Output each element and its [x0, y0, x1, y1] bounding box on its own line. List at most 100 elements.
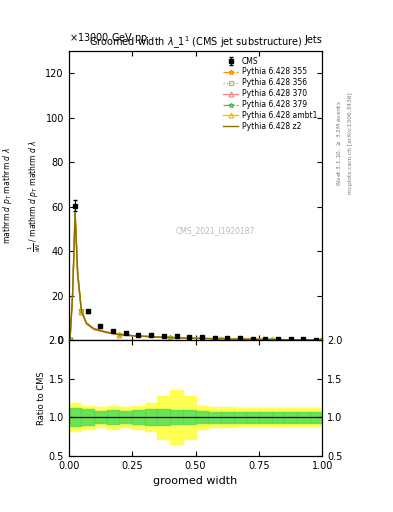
Pythia 6.428 z2: [206, 335, 211, 342]
Line: Pythia 6.428 355: Pythia 6.428 355: [68, 211, 325, 343]
Pythia 6.428 370: [219, 336, 223, 342]
Pythia 6.428 370: [75, 274, 80, 280]
Pythia 6.428 356: [180, 335, 185, 341]
Text: Rivet 3.1.10, $\geq$ 3.2M events: Rivet 3.1.10, $\geq$ 3.2M events: [336, 100, 343, 186]
Pythia 6.428 356: [193, 335, 198, 342]
Pythia 6.428 ambt1: [84, 320, 89, 326]
Pythia 6.428 379: [269, 336, 274, 343]
Pythia 6.428 z2: [231, 336, 236, 342]
Pythia 6.428 355: [219, 336, 223, 342]
Pythia 6.428 379: [117, 331, 122, 337]
Pythia 6.428 356: [168, 334, 173, 340]
Pythia 6.428 370: [180, 335, 185, 341]
Pythia 6.428 ambt1: [295, 337, 299, 343]
Pythia 6.428 ambt1: [193, 335, 198, 342]
Pythia 6.428 370: [257, 336, 261, 343]
Pythia 6.428 370: [295, 337, 299, 343]
Y-axis label: mathrm $d^2$N
mathrm $d$ $p_T$ mathrm $d$ $\lambda$

$\frac{1}{\mathrm{d}N}$ / m: mathrm $d^2$N mathrm $d$ $p_T$ mathrm $d…: [0, 139, 42, 252]
Pythia 6.428 ambt1: [206, 335, 211, 342]
Pythia 6.428 z2: [105, 329, 109, 335]
Pythia 6.428 379: [320, 337, 325, 343]
Pythia 6.428 370: [206, 335, 211, 342]
Pythia 6.428 355: [92, 326, 97, 332]
Text: mcplots.cern.ch [arXiv:1306.3436]: mcplots.cern.ch [arXiv:1306.3436]: [348, 93, 353, 194]
Pythia 6.428 ambt1: [155, 334, 160, 340]
Pythia 6.428 ambt1: [269, 336, 274, 343]
Pythia 6.428 z2: [282, 336, 286, 343]
Pythia 6.428 379: [219, 336, 223, 342]
Text: Jets: Jets: [305, 35, 322, 45]
Y-axis label: Ratio to CMS: Ratio to CMS: [37, 371, 46, 425]
Pythia 6.428 355: [231, 336, 236, 342]
Pythia 6.428 355: [206, 335, 211, 342]
Pythia 6.428 355: [105, 329, 109, 335]
Pythia 6.428 370: [70, 294, 75, 300]
Pythia 6.428 ambt1: [168, 334, 173, 340]
Pythia 6.428 355: [73, 210, 77, 217]
Pythia 6.428 379: [180, 335, 185, 341]
Pythia 6.428 370: [282, 337, 286, 343]
Pythia 6.428 z2: [244, 336, 249, 343]
Pythia 6.428 379: [155, 334, 160, 340]
Line: Pythia 6.428 379: Pythia 6.428 379: [68, 208, 325, 343]
Pythia 6.428 356: [269, 336, 274, 343]
Line: Pythia 6.428 370: Pythia 6.428 370: [68, 215, 325, 343]
Pythia 6.428 ambt1: [231, 336, 236, 342]
Line: Pythia 6.428 ambt1: Pythia 6.428 ambt1: [68, 210, 325, 343]
Pythia 6.428 379: [307, 337, 312, 343]
Pythia 6.428 356: [155, 334, 160, 340]
Pythia 6.428 370: [105, 330, 109, 336]
Pythia 6.428 356: [143, 333, 147, 339]
Pythia 6.428 z2: [193, 335, 198, 342]
Pythia 6.428 355: [307, 337, 312, 343]
Pythia 6.428 379: [257, 336, 261, 343]
Pythia 6.428 379: [295, 336, 299, 343]
Pythia 6.428 ambt1: [180, 335, 185, 341]
Pythia 6.428 379: [73, 207, 77, 213]
Pythia 6.428 355: [143, 333, 147, 339]
Pythia 6.428 370: [231, 336, 236, 342]
Pythia 6.428 355: [257, 336, 261, 343]
Pythia 6.428 355: [269, 336, 274, 343]
Pythia 6.428 z2: [70, 292, 75, 298]
Pythia 6.428 370: [155, 334, 160, 340]
Pythia 6.428 379: [244, 336, 249, 342]
Pythia 6.428 379: [193, 335, 198, 341]
Pythia 6.428 379: [105, 329, 109, 335]
Pythia 6.428 z2: [295, 337, 299, 343]
Pythia 6.428 ambt1: [130, 332, 134, 338]
Pythia 6.428 z2: [75, 270, 80, 276]
Pythia 6.428 355: [75, 270, 80, 276]
Pythia 6.428 379: [143, 333, 147, 339]
Text: $\times$13000 GeV pp: $\times$13000 GeV pp: [69, 31, 148, 45]
Pythia 6.428 379: [70, 290, 75, 296]
Pythia 6.428 356: [231, 336, 236, 342]
Pythia 6.428 z2: [257, 336, 261, 343]
Pythia 6.428 379: [75, 268, 80, 274]
Legend: CMS, Pythia 6.428 355, Pythia 6.428 356, Pythia 6.428 370, Pythia 6.428 379, Pyt: CMS, Pythia 6.428 355, Pythia 6.428 356,…: [222, 55, 318, 133]
Pythia 6.428 ambt1: [244, 336, 249, 342]
Pythia 6.428 ambt1: [92, 326, 97, 332]
Pythia 6.428 370: [193, 335, 198, 342]
Pythia 6.428 356: [295, 337, 299, 343]
Pythia 6.428 ambt1: [257, 336, 261, 343]
Pythia 6.428 356: [117, 332, 122, 338]
Pythia 6.428 z2: [84, 321, 89, 327]
Pythia 6.428 370: [143, 333, 147, 339]
Pythia 6.428 356: [282, 336, 286, 343]
Pythia 6.428 ambt1: [307, 337, 312, 343]
Pythia 6.428 z2: [79, 308, 84, 314]
Pythia 6.428 370: [117, 332, 122, 338]
Pythia 6.428 370: [168, 335, 173, 341]
Pythia 6.428 ambt1: [282, 336, 286, 343]
Title: Groomed width $\lambda\_1^1$ (CMS jet substructure): Groomed width $\lambda\_1^1$ (CMS jet su…: [89, 35, 302, 51]
Pythia 6.428 356: [68, 336, 72, 342]
Pythia 6.428 ambt1: [219, 336, 223, 342]
Pythia 6.428 355: [193, 335, 198, 342]
Pythia 6.428 370: [92, 327, 97, 333]
Pythia 6.428 356: [75, 271, 80, 278]
Pythia 6.428 379: [84, 319, 89, 326]
Pythia 6.428 ambt1: [73, 209, 77, 216]
Pythia 6.428 z2: [180, 335, 185, 341]
Pythia 6.428 356: [257, 336, 261, 343]
